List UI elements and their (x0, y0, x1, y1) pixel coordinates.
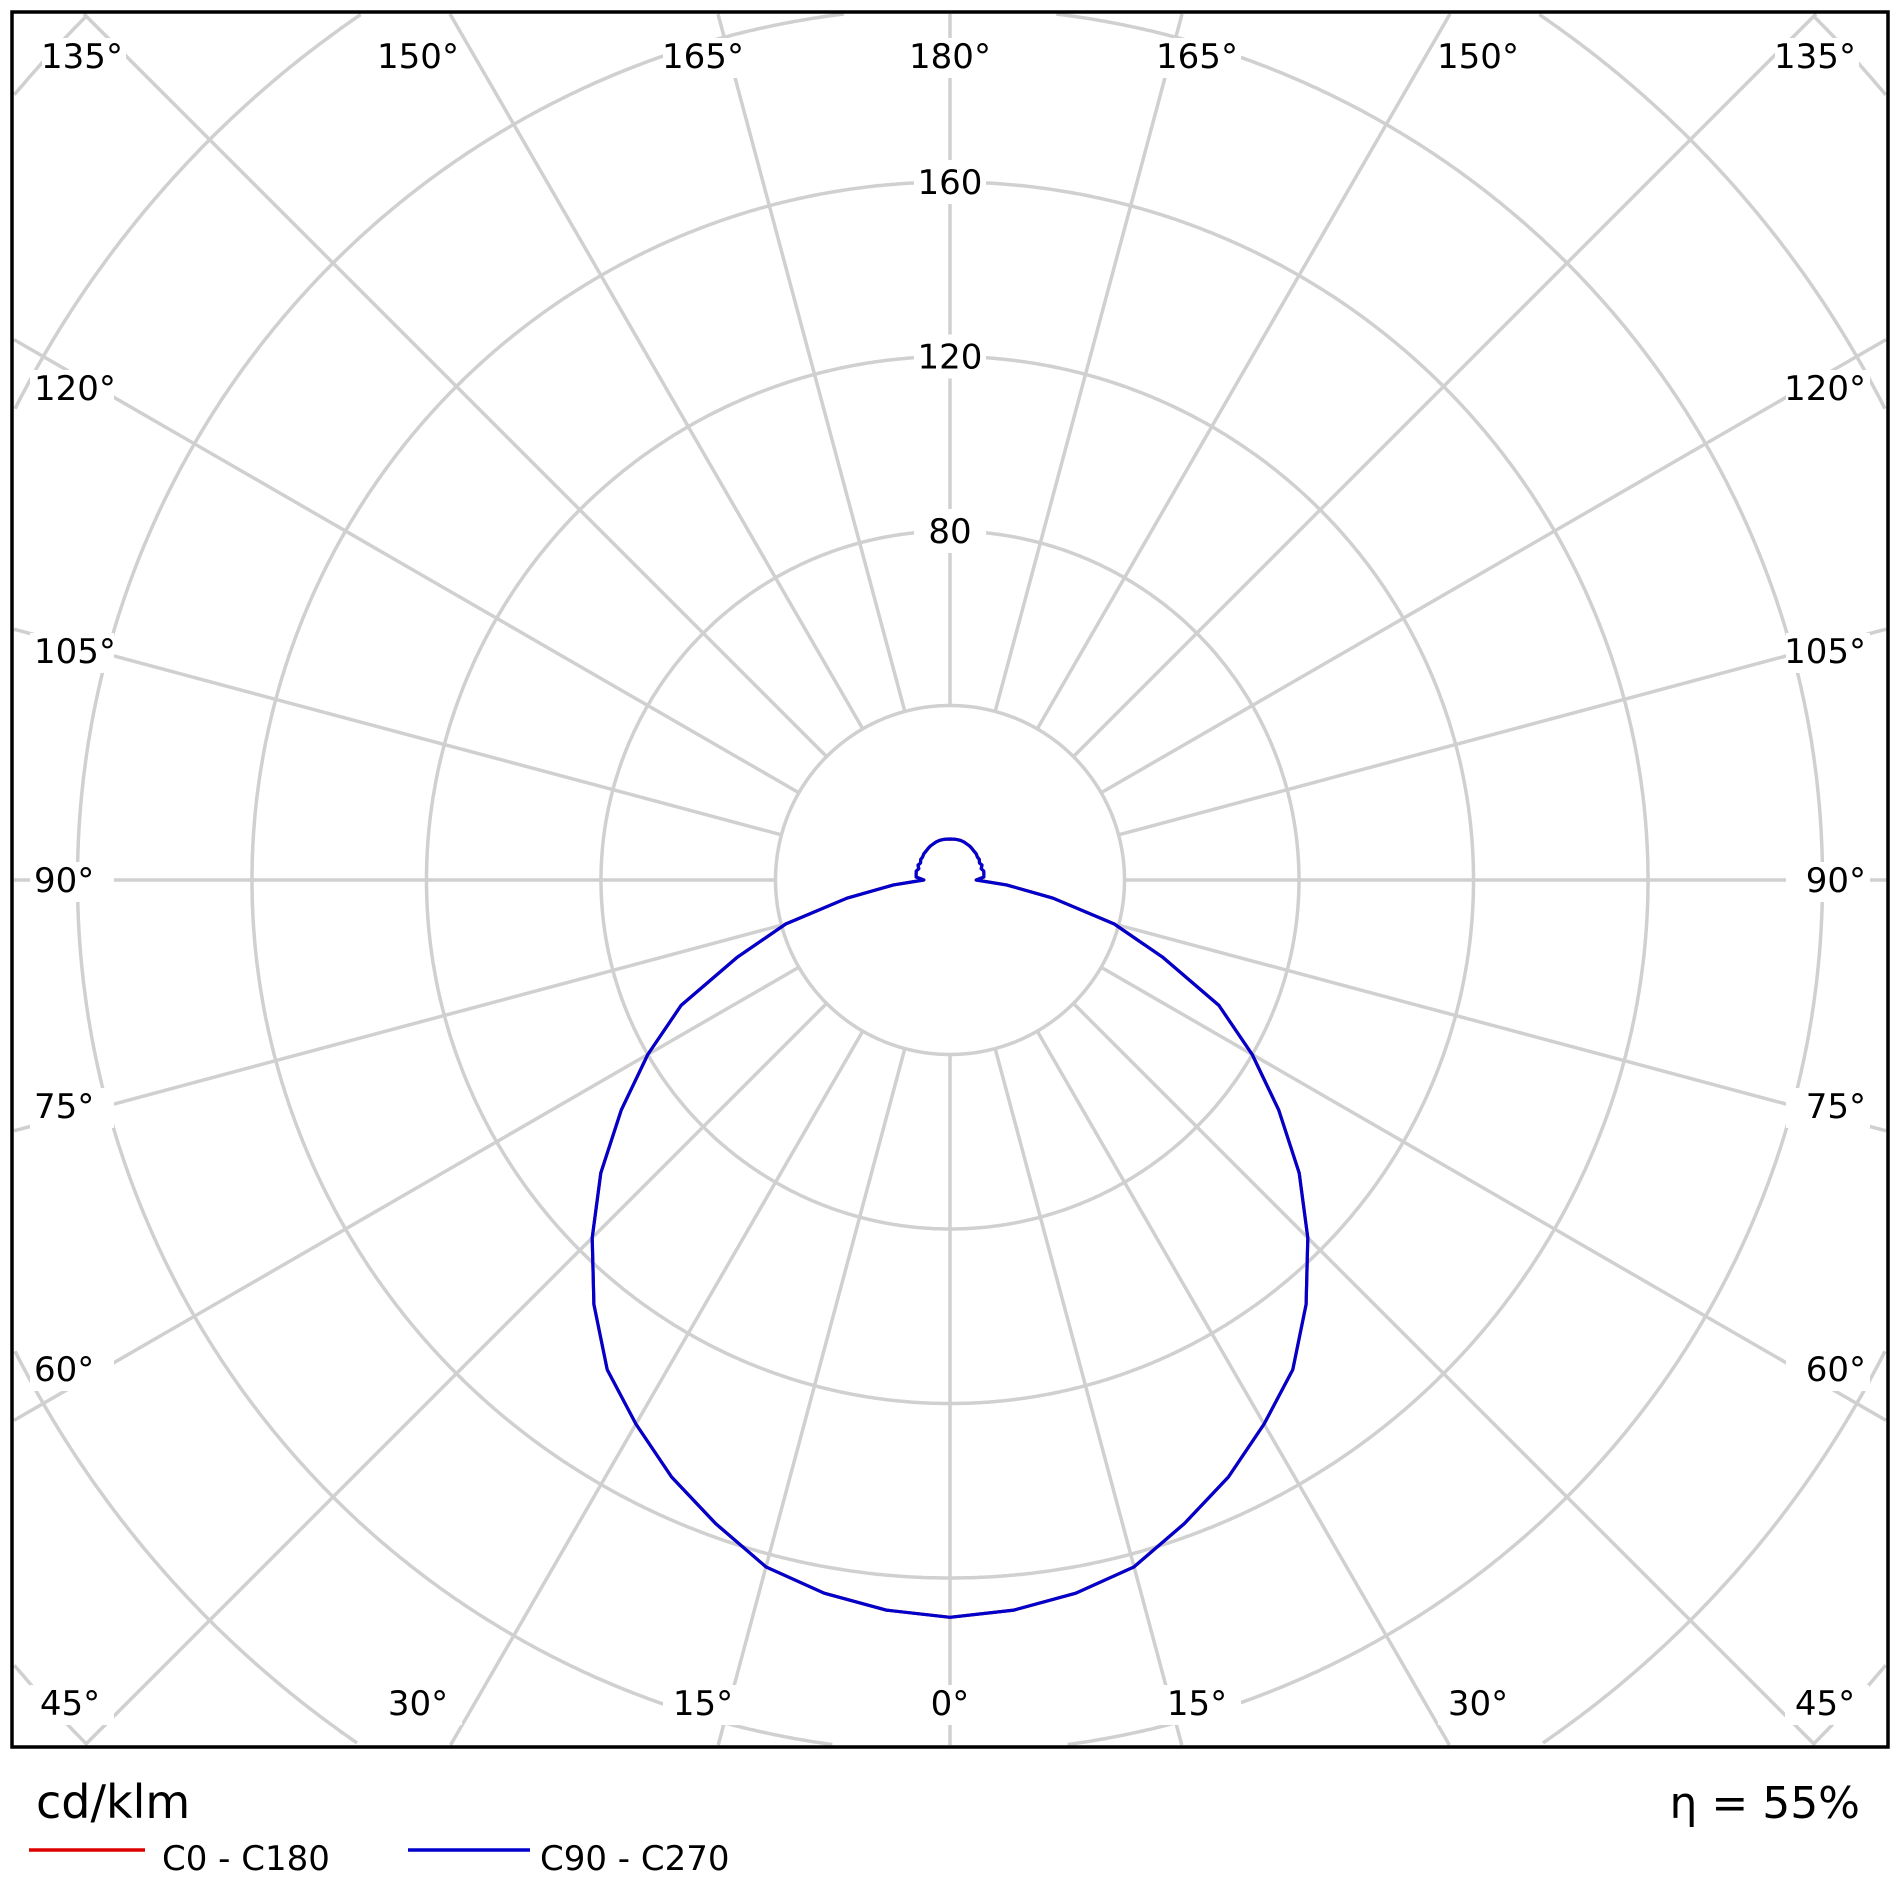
grid-spoke (448, 13, 865, 730)
angle-label: 75° (34, 1087, 94, 1127)
angle-label-bg (378, 38, 462, 78)
grid-spoke (82, 12, 828, 758)
radial-label-bg (914, 509, 986, 553)
radial-tick-label: 80 (928, 512, 971, 552)
angle-label: 15° (673, 1684, 733, 1724)
angle-label-bg (1785, 1685, 1869, 1725)
angle-label: 30° (1448, 1684, 1508, 1724)
angle-label: 45° (1795, 1684, 1855, 1724)
angle-label-bg (1786, 1351, 1870, 1391)
legend-label-c90: C90 - C270 (540, 1839, 730, 1879)
grid-spoke (993, 13, 1184, 712)
angle-label-bg (910, 1685, 994, 1725)
angle-label-bg (663, 38, 747, 78)
angle-label: 165° (1156, 37, 1238, 77)
grid-spoke (13, 338, 800, 795)
angle-label-bg (30, 1351, 114, 1391)
angle-label: 0° (931, 1684, 970, 1724)
angle-label: 120° (1784, 369, 1866, 409)
grid-spoke (1118, 923, 1887, 1133)
angle-label-bg (30, 1088, 114, 1128)
angle-label: 135° (41, 37, 123, 77)
angle-label-bg (1775, 38, 1859, 78)
angle-label: 120° (34, 369, 116, 409)
grid-spoke (83, 1002, 828, 1747)
radial-labels: 80 120 160 (914, 160, 986, 553)
angle-label-bg (1438, 1685, 1522, 1725)
unit-label: cd/klm (36, 1775, 190, 1829)
angle-label: 60° (1806, 1350, 1866, 1390)
angle-label-bg (1157, 1685, 1241, 1725)
angle-label: 45° (40, 1684, 100, 1724)
angle-label: 180° (909, 37, 991, 77)
grid-ring-240 (13, 13, 1887, 1745)
curves (590, 837, 1310, 1619)
grid-spoke (13, 627, 782, 837)
efficiency-label: η = 55% (1669, 1778, 1860, 1829)
angle-label: 90° (1806, 861, 1866, 901)
angle-label-bg (1786, 862, 1870, 902)
radial-tick-label: 120 (918, 338, 983, 378)
grid-spoke (449, 1030, 865, 1746)
angle-label: 135° (1774, 37, 1856, 77)
grid-spoke (716, 1048, 907, 1746)
angle-label-bg (910, 38, 994, 78)
angle-labels: 135° 150° 165° 180° 165° 150° 135° 45° 30° 15° 0° 1… (30, 37, 1870, 1725)
angle-label: 75° (1806, 1087, 1866, 1127)
grid-ring-40 (773, 703, 1127, 1057)
radial-label-bg (914, 334, 986, 379)
angle-label-bg (30, 862, 114, 902)
angle-label-bg (663, 1685, 747, 1725)
angle-label: 165° (662, 37, 744, 77)
grid-spoke (1118, 627, 1887, 837)
grid-spoke (1072, 1002, 1817, 1747)
radial-label-bg (914, 160, 986, 204)
polar-grid (12, 12, 1888, 1747)
angle-label-bg (1786, 633, 1870, 673)
angle-label: 90° (34, 861, 94, 901)
angle-label-bg (42, 38, 126, 78)
grid-spoke (1100, 965, 1887, 1422)
angle-label-bg (378, 1685, 462, 1725)
radial-tick-label: 160 (918, 163, 983, 203)
grid-spoke (1100, 338, 1887, 795)
grid-spoke (13, 965, 800, 1422)
angle-label-bg (1786, 1088, 1870, 1128)
grid-spoke (13, 923, 782, 1133)
angle-label: 150° (1437, 37, 1519, 77)
grid-spoke (993, 1048, 1184, 1746)
angle-label-bg (1157, 38, 1241, 78)
angle-label-bg (30, 1685, 114, 1725)
angle-label: 150° (377, 37, 459, 77)
angle-label-bg (1786, 370, 1870, 410)
plot-frame (10, 10, 1890, 1749)
angle-label: 15° (1167, 1684, 1227, 1724)
grid-spoke (1072, 12, 1818, 758)
grid-spoke (1035, 13, 1452, 730)
grid-spoke (1035, 1030, 1451, 1746)
angle-label-bg (30, 370, 114, 410)
angle-label: 60° (34, 1350, 94, 1390)
curve-c90-c270 (590, 837, 1310, 1619)
legend-label-c0: C0 - C180 (162, 1839, 330, 1879)
angle-label-bg (30, 633, 114, 673)
grid-spoke (716, 13, 907, 712)
angle-label: 30° (388, 1684, 448, 1724)
angle-label: 105° (1784, 632, 1866, 672)
angle-label-bg (1438, 38, 1522, 78)
angle-label: 105° (34, 632, 116, 672)
